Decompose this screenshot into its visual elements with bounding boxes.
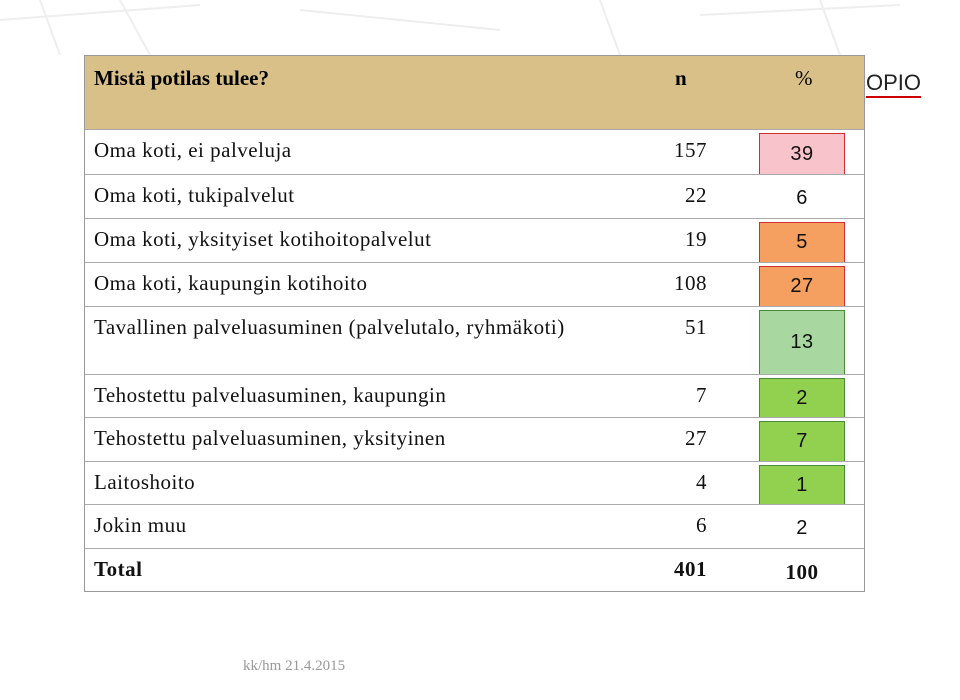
count-cell: 6 (696, 513, 707, 537)
percent-cell: 2 (759, 378, 845, 418)
row-label: Jokin muu (94, 513, 187, 537)
row-label: Tehostettu palveluasuminen, yksityinen (94, 426, 446, 450)
table-row: Tavallinen palveluasuminen (palvelutalo,… (85, 306, 864, 375)
count-cell: 22 (685, 183, 707, 207)
footer: kk/hm 21.4.2015 (243, 658, 346, 674)
count-cell: 7 (696, 383, 707, 407)
table-row: Tehostettu palveluasuminen, yksityinen 27… (85, 417, 864, 462)
table-row: Oma koti, ei palveluja 157 39 (85, 129, 864, 175)
table-row: Laitoshoito 4 1 (85, 461, 864, 505)
row-label: Total (94, 557, 143, 581)
percent-cell: 100 (785, 559, 819, 584)
percent-cell: 39 (759, 133, 845, 175)
count-cell: 27 (685, 426, 707, 450)
row-label: Oma koti, yksityiset kotihoitopalvelut (94, 227, 432, 251)
table: Mistä potilas tulee? n % Oma koti, ei pa… (84, 55, 865, 592)
percent-cell: 13 (759, 310, 845, 375)
percent-cell: 5 (759, 222, 845, 263)
row-label: Tavallinen palveluasuminen (palvelutalo,… (94, 315, 565, 339)
percent-cell: 2 (796, 517, 808, 539)
table-row: Oma koti, yksityiset kotihoitopalvelut 19… (85, 218, 864, 263)
header-row: Mistä potilas tulee? n % (85, 56, 864, 129)
count-cell: 19 (685, 227, 707, 251)
table-row: Oma koti, kaupungin kotihoito 108 27 (85, 262, 864, 307)
percent-cell: 7 (759, 421, 845, 462)
row-label: Oma koti, ei palveluja (94, 138, 292, 162)
row-label: Tehostettu palveluasuminen, kaupungin (94, 383, 447, 407)
map-background (0, 0, 901, 55)
percent-cell: 6 (796, 187, 808, 209)
percent-cell: 27 (759, 266, 845, 307)
table-row: Jokin muu 6 2 (85, 504, 864, 548)
count-cell: 401 (674, 557, 707, 581)
total-row: Total 401 100 (85, 548, 864, 591)
table-row: Tehostettu palveluasuminen, kaupungin 7 2 (85, 374, 864, 418)
count-cell: 51 (685, 315, 707, 339)
col-header: n (675, 66, 687, 90)
col-header: % (795, 66, 813, 90)
logo: OPIO (866, 70, 922, 98)
count-cell: 157 (674, 138, 707, 162)
row-label: Laitoshoito (94, 470, 196, 494)
count-cell: 108 (674, 271, 707, 295)
table-row: Oma koti, tukipalvelut 22 6 (85, 174, 864, 218)
row-label: Oma koti, tukipalvelut (94, 183, 295, 207)
count-cell: 4 (696, 470, 707, 494)
row-label: Oma koti, kaupungin kotihoito (94, 271, 368, 295)
title: Mistä potilas tulee? (94, 66, 269, 90)
percent-cell: 1 (759, 465, 845, 505)
